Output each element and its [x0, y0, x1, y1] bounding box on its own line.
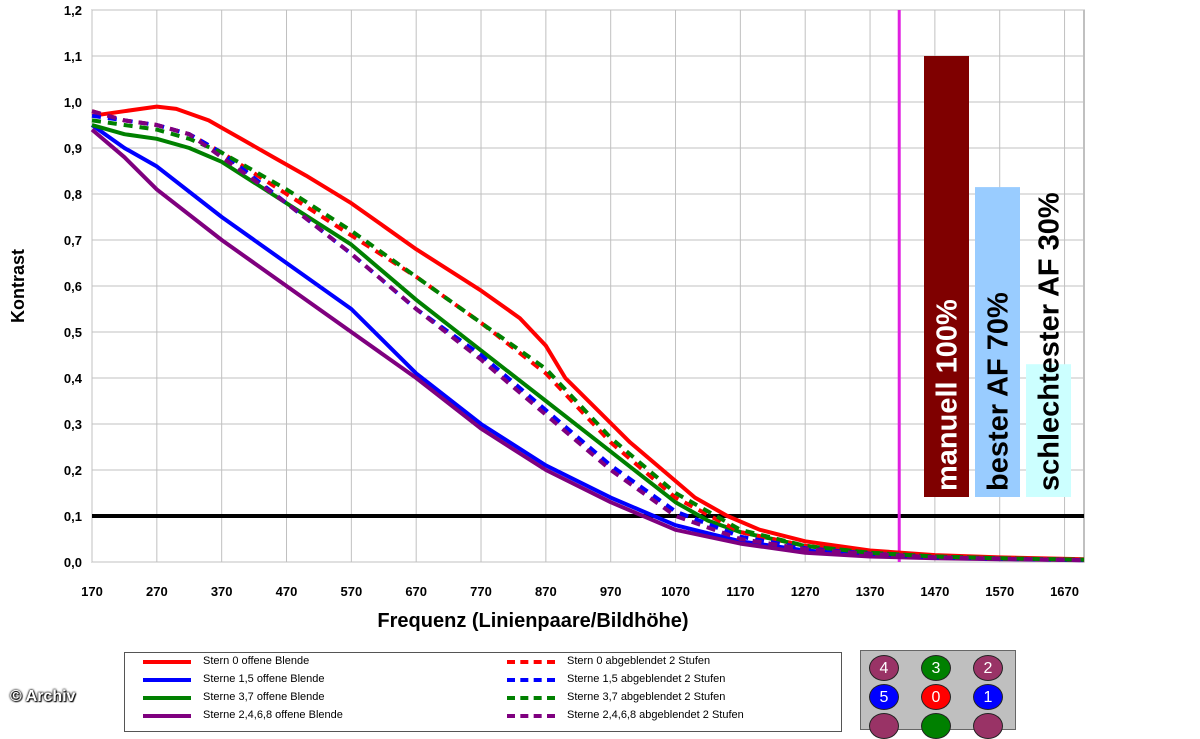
x-tick-label: 1570 [985, 584, 1014, 599]
contrast-chart: manuell 100% bester AF 70% schlechtester A… [8, 3, 1085, 632]
star-marker: 3 [921, 655, 951, 681]
legend-label: Stern 0 offene Blende [203, 655, 310, 667]
star-marker [921, 713, 951, 739]
legend-label: Sterne 3,7 offene Blende [203, 691, 325, 703]
series-line-4 [90, 128, 1085, 563]
x-tick-label: 370 [211, 584, 233, 599]
y-tick-label: 1,0 [64, 95, 82, 110]
x-tick-label: 1670 [1050, 584, 1079, 599]
bar-label: manuell 100% [932, 299, 964, 491]
x-tick-label: 1170 [726, 584, 754, 599]
x-axis-title: Frequenz (Linienpaare/Bildhöhe) [377, 610, 688, 632]
legend-swatch [143, 660, 191, 664]
bar-label: bester AF 70% [983, 292, 1015, 491]
star-marker: 0 [921, 684, 951, 710]
y-tick-label: 1,1 [64, 49, 82, 64]
y-tick-label: 0,6 [64, 279, 82, 294]
x-tick-label: 1070 [661, 584, 690, 599]
chart-legend: Stern 0 offene Blende Sterne 1,5 offene … [124, 652, 842, 732]
legend-label: Sterne 1,5 offene Blende [203, 673, 325, 685]
legend-swatch [143, 696, 191, 700]
legend-swatch [507, 678, 555, 682]
legend-label: Sterne 1,5 abgeblendet 2 Stufen [567, 673, 726, 685]
star-marker [869, 713, 899, 739]
bar-label: schlechtester AF 30% [1034, 192, 1066, 491]
x-tick-label: 570 [340, 584, 362, 599]
x-tick-label: 970 [600, 584, 622, 599]
star-marker: 2 [973, 655, 1003, 681]
legend-label: Stern 0 abgeblendet 2 Stufen [567, 655, 711, 667]
y-tick-label: 0,5 [64, 325, 82, 340]
x-tick-label: 770 [470, 584, 492, 599]
bar-2 [975, 187, 1020, 497]
series-line-1 [91, 104, 1085, 562]
y-tick-label: 0,3 [64, 417, 82, 432]
star-position-diagram: 4 3 2 5 0 1 [860, 650, 1016, 739]
y-tick-label: 0,2 [64, 463, 82, 478]
y-tick-label: 0,8 [64, 187, 82, 202]
copyright-notice: © Archiv [10, 688, 76, 705]
bar-3 [1026, 364, 1071, 497]
legend-swatch [143, 678, 191, 682]
x-tick-label: 270 [146, 584, 168, 599]
x-tick-label: 470 [276, 584, 298, 599]
star-marker: 4 [869, 655, 899, 681]
y-axis-title: Kontrast [8, 249, 28, 323]
series-line-8 [91, 109, 1085, 563]
x-tick-label: 170 [81, 584, 103, 599]
y-tick-label: 0,4 [64, 371, 83, 386]
star-marker: 5 [869, 684, 899, 710]
legend-swatch [507, 696, 555, 700]
legend-label: Sterne 2,4,6,8 offene Blende [203, 709, 343, 721]
x-tick-label: 670 [405, 584, 427, 599]
x-tick-label: 1370 [856, 584, 885, 599]
y-tick-label: 0,7 [64, 233, 82, 248]
legend-swatch [143, 714, 191, 718]
x-tick-label: 870 [535, 584, 557, 599]
y-tick-label: 0,9 [64, 141, 82, 156]
legend-swatch [507, 660, 555, 664]
y-tick-label: 0,0 [64, 555, 82, 570]
bar-1 [924, 56, 969, 497]
legend-swatch [507, 714, 555, 718]
y-tick-label: 0,1 [64, 509, 82, 524]
legend-label: Sterne 2,4,6,8 abgeblendet 2 Stufen [567, 709, 744, 721]
star-marker [973, 713, 1003, 739]
y-tick-label: 1,2 [64, 3, 82, 18]
series-line-7 [91, 118, 1085, 562]
star-marker: 1 [973, 684, 1003, 710]
legend-label: Sterne 3,7 abgeblendet 2 Stufen [567, 691, 726, 703]
x-tick-label: 1270 [791, 584, 820, 599]
x-tick-label: 1470 [920, 584, 949, 599]
